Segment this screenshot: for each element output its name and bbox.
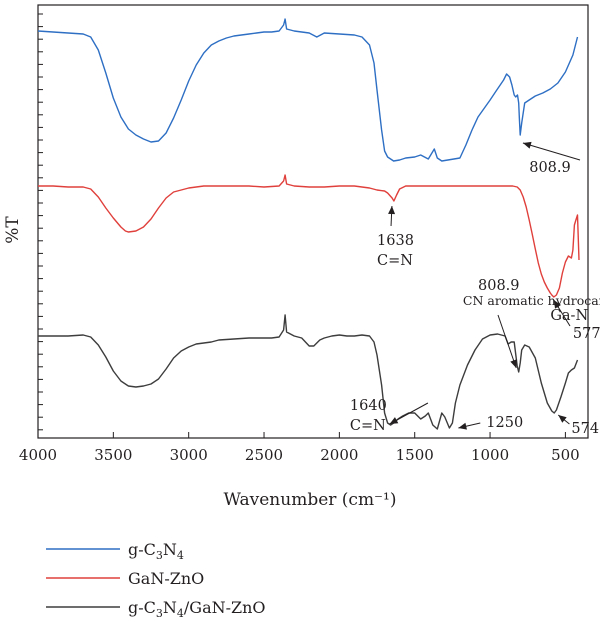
- x-tick-label: 3500: [94, 446, 132, 464]
- x-tick-label: 2500: [245, 446, 283, 464]
- annotation-arrow: [497, 314, 517, 369]
- series-line-1: [38, 174, 580, 298]
- annotation-arrow: [522, 142, 581, 161]
- annotation-text: 577.5: [573, 326, 600, 342]
- annotation-arrowhead: [389, 417, 399, 424]
- annotation-r577: 577.5: [553, 299, 600, 342]
- annotation-g808: 808.9: [522, 141, 581, 176]
- legend-label: g-C3N4/GaN-ZnO: [128, 598, 266, 620]
- annotation-text: 1640: [350, 398, 387, 414]
- annotation-rgan: Ga-N: [550, 308, 588, 324]
- annotation-b808: 808.9: [478, 278, 520, 369]
- x-tick-label: 500: [551, 446, 580, 464]
- annotation-text: C=N: [377, 253, 413, 269]
- annotation-text: 574.6: [571, 421, 600, 437]
- annotation-arrowhead: [558, 415, 567, 423]
- annotation-b1250: 1250: [458, 415, 523, 431]
- y-axis-label: %T: [3, 216, 23, 244]
- annotation-text: 808.9: [529, 160, 571, 176]
- x-tick-label: 1000: [471, 446, 509, 464]
- annotation-text: Ga-N: [550, 308, 588, 324]
- legend: g-C3N4 GaN-ZnO g-C3N4/GaN-ZnO: [46, 540, 266, 620]
- series-layer: [37, 18, 580, 430]
- annotation-b5746: 574.6: [557, 414, 600, 437]
- plot-frame: [37, 4, 589, 439]
- legend-label: g-C3N4: [128, 540, 184, 562]
- annotation-text: C=N: [350, 418, 386, 434]
- annotation-text: 1250: [486, 415, 523, 431]
- x-tick-label: 2000: [320, 446, 358, 464]
- x-tick-label: 4000: [19, 446, 57, 464]
- annotation-arrowhead: [388, 206, 396, 215]
- annotation-arrowhead: [510, 359, 517, 368]
- x-axis-label: Wavenumber (cm⁻¹): [224, 490, 397, 510]
- annotation-text: 808.9: [478, 278, 520, 294]
- annotation-arrowhead: [522, 141, 532, 149]
- annotation-b1640: 1640 C=N: [350, 398, 429, 434]
- legend-label: GaN-ZnO: [128, 569, 204, 588]
- annotation-arrowhead: [553, 300, 561, 309]
- annotation-bcn: CN aromatic hydrocarbon: [463, 293, 600, 308]
- annotation-arrowhead: [458, 422, 467, 430]
- x-tick-label: 1500: [396, 446, 434, 464]
- annotation-text: CN aromatic hydrocarbon: [463, 293, 600, 308]
- series-line-2: [38, 314, 579, 430]
- plot-border: [37, 4, 589, 439]
- series-line-0: [37, 18, 579, 162]
- x-axis-ticks: 4000 3500 3000 2500 2000 1500 1000 500: [19, 432, 580, 464]
- x-tick-label: 3000: [170, 446, 208, 464]
- y-axis-ticks: [38, 13, 43, 431]
- annotation-text: 1638: [377, 233, 414, 249]
- annotation-r1638: 1638 C=N: [377, 205, 414, 269]
